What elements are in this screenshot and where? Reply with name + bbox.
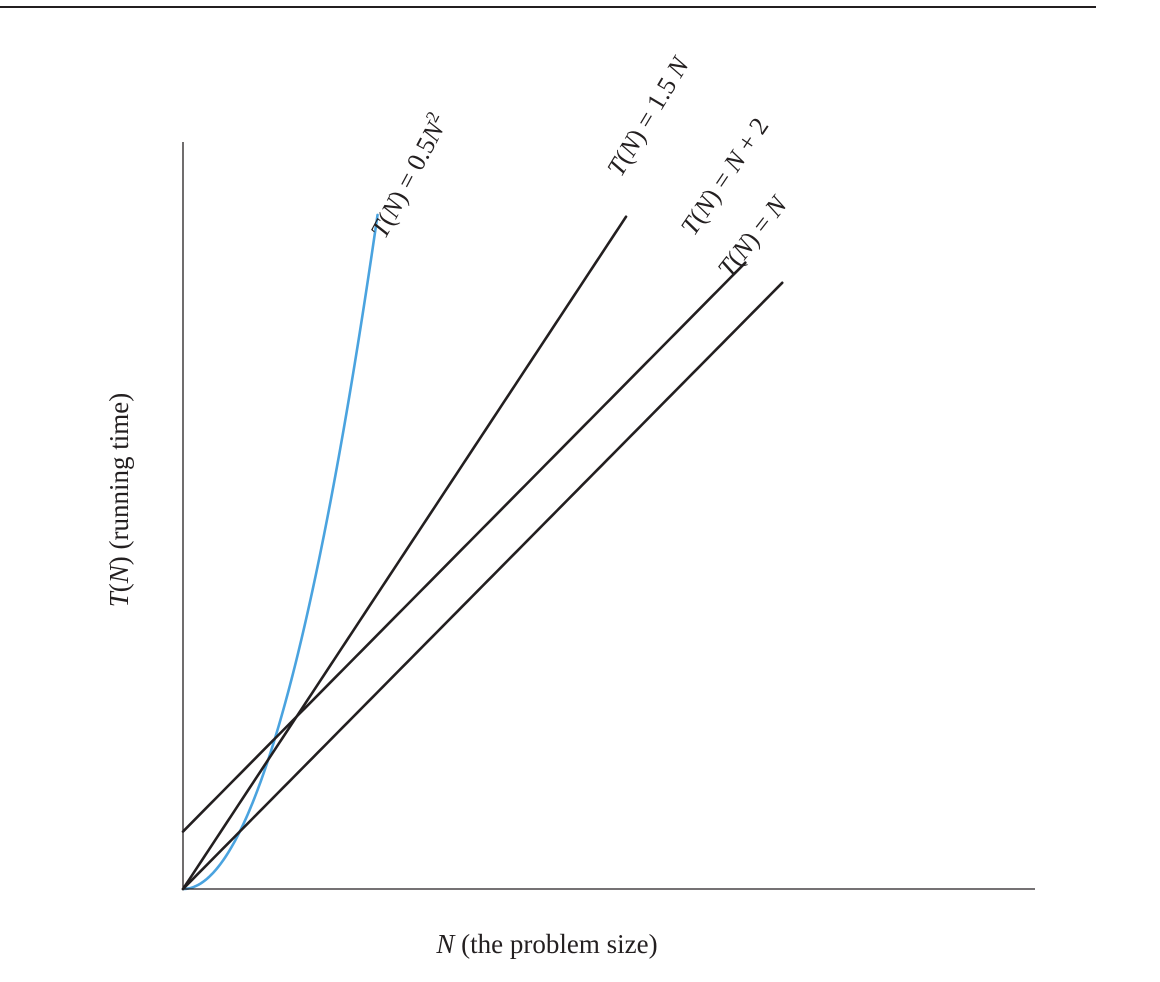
series-line-2 <box>181 215 628 891</box>
y-axis-title: T(N) (running time) <box>104 393 134 608</box>
series-label-1: T(N) = 0.5N2 <box>362 108 454 243</box>
series-line-3 <box>181 261 747 833</box>
series-label-4: T(N) = N <box>712 189 794 282</box>
series-line-4 <box>181 281 784 891</box>
plot-area <box>181 213 784 891</box>
series-label-2: T(N) = 1.5 N <box>601 51 695 181</box>
series-line-1 <box>181 213 379 891</box>
x-axis-title: N (the problem size) <box>435 929 657 959</box>
